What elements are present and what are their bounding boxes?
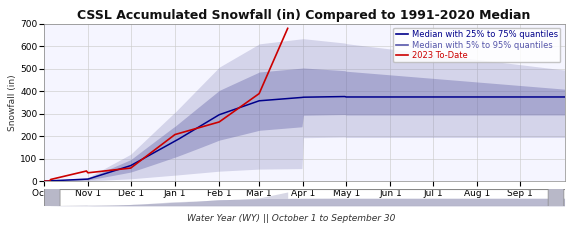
Legend: Median with 25% to 75% quantiles, Median with 5% to 95% quantiles, 2023 To-Date: Median with 25% to 75% quantiles, Median…	[393, 28, 560, 62]
FancyBboxPatch shape	[548, 181, 564, 214]
FancyBboxPatch shape	[44, 181, 60, 214]
Text: Water Year (WY) || October 1 to September 30: Water Year (WY) || October 1 to Septembe…	[187, 214, 395, 223]
Title: CSSL Accumulated Snowfall (in) Compared to 1991-2020 Median: CSSL Accumulated Snowfall (in) Compared …	[77, 9, 531, 22]
Y-axis label: Snowfall (in): Snowfall (in)	[8, 74, 17, 131]
